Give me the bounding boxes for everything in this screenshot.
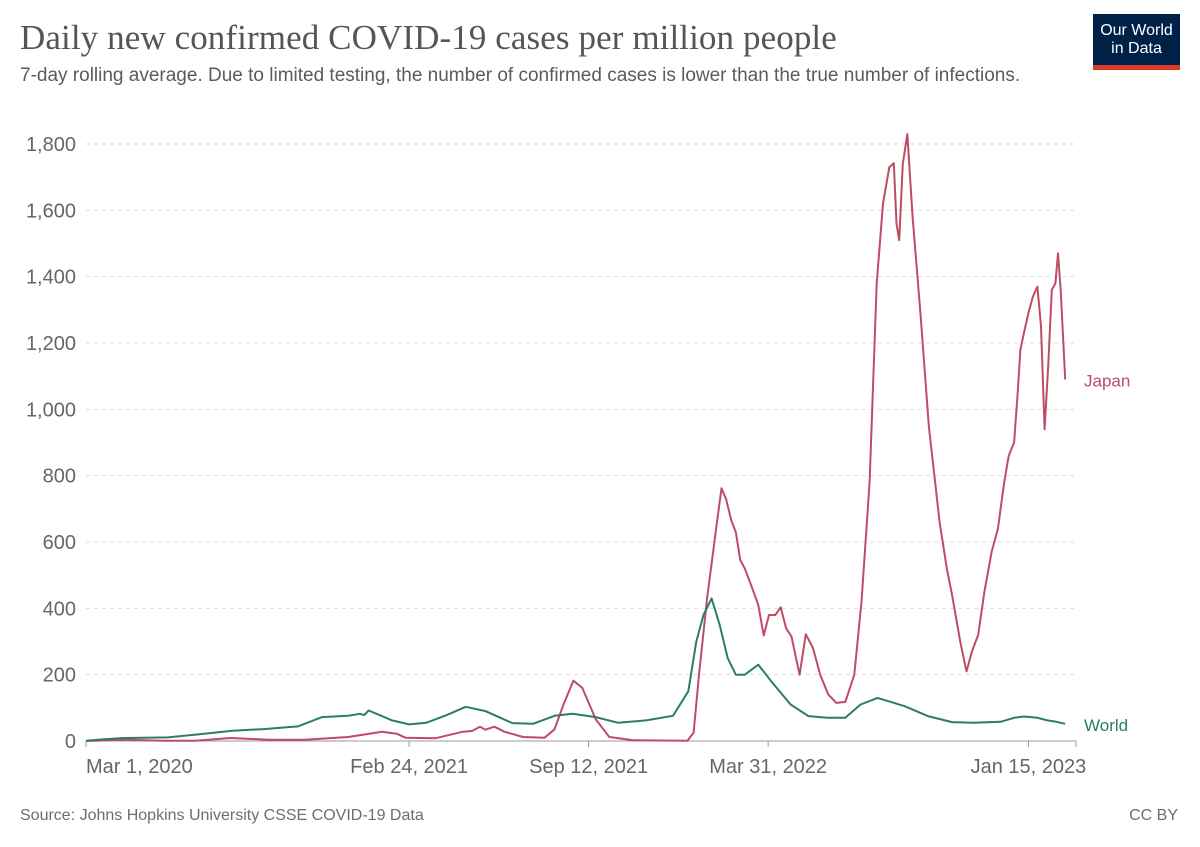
x-tick-label: Mar 1, 2020 (86, 756, 193, 778)
x-tick-label: Sep 12, 2021 (529, 756, 648, 778)
x-tick-label: Jan 15, 2023 (971, 756, 1087, 778)
gridlines (86, 143, 1076, 676)
y-axis-tick-labels: 0 200 400 600 800 1,000 1,200 1,400 1,600 1,800 (26, 134, 76, 753)
line-chart: 0 200 400 600 800 1,000 1,200 1,400 1,600 1,800 M… (26, 133, 1130, 778)
y-tick-label: 1,800 (26, 134, 76, 156)
y-tick-label: 800 (43, 466, 76, 488)
source-note: Source: Johns Hopkins University CSSE CO… (20, 807, 424, 824)
y-tick-label: 0 (65, 731, 76, 753)
y-tick-label: 1,200 (26, 333, 76, 355)
logo-line-2: in Data (1111, 40, 1162, 57)
y-tick-label: 1,400 (26, 267, 76, 289)
logo-line-1: Our World (1100, 22, 1173, 39)
logo-accent-bar (1093, 65, 1180, 70)
our-world-in-data-logo[interactable]: Our World in Data (1093, 14, 1180, 70)
x-tick-label: Mar 31, 2022 (709, 756, 827, 778)
y-tick-label: 400 (43, 598, 76, 620)
series-labels: Japan World (1084, 371, 1130, 734)
chart-subtitle: 7-day rolling average. Due to limited te… (20, 65, 1021, 86)
y-tick-label: 1,600 (26, 200, 76, 222)
y-tick-label: 200 (43, 665, 76, 687)
series-label-world: World (1084, 716, 1128, 735)
license-link[interactable]: CC BY (1129, 807, 1178, 824)
data-series (85, 133, 1067, 742)
y-tick-label: 600 (43, 532, 76, 554)
series-line-world[interactable] (85, 597, 1066, 742)
x-axis: Mar 1, 2020 Feb 24, 2021 Sep 12, 2021 Mar 3… (85, 740, 1087, 778)
series-line-japan[interactable] (85, 133, 1067, 742)
y-tick-label: 1,000 (26, 399, 76, 421)
chart-title: Daily new confirmed COVID-19 cases per m… (20, 18, 837, 57)
x-tick-label: Feb 24, 2021 (350, 756, 468, 778)
series-label-japan: Japan (1084, 371, 1130, 390)
